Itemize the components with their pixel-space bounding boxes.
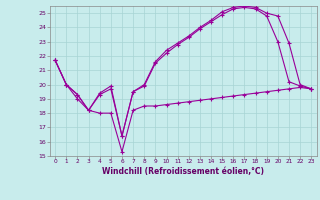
X-axis label: Windchill (Refroidissement éolien,°C): Windchill (Refroidissement éolien,°C)	[102, 167, 264, 176]
